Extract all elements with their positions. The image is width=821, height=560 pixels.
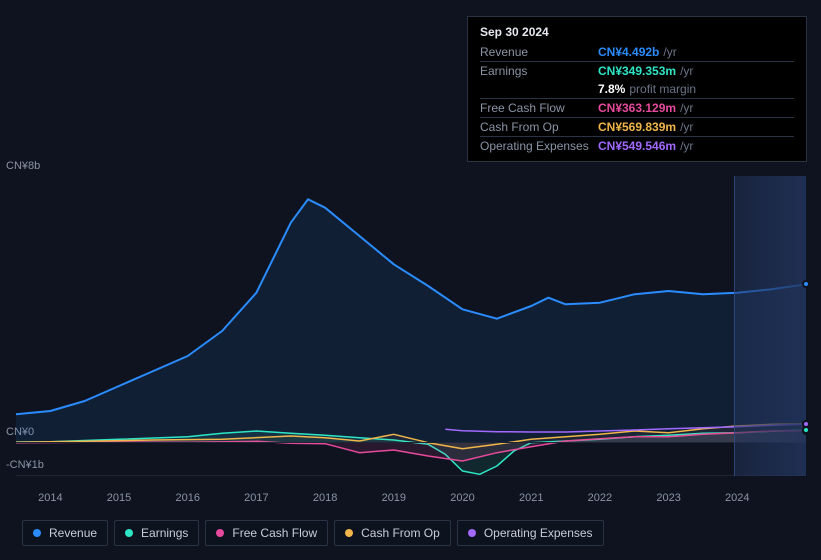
- tooltip-value: CN¥349.353m: [598, 64, 676, 78]
- x-tick-label: 2020: [450, 492, 474, 504]
- tooltip-row-margin: 7.8% profit margin: [480, 80, 794, 98]
- tooltip-date: Sep 30 2024: [480, 25, 794, 39]
- x-tick-label: 2017: [244, 492, 268, 504]
- tooltip-suffix: /yr: [680, 64, 693, 78]
- legend-label: Revenue: [49, 526, 97, 540]
- x-tick-label: 2014: [38, 492, 62, 504]
- earnings-end-marker: [802, 426, 810, 434]
- tooltip-row-revenue: RevenueCN¥4.492b/yr: [480, 43, 794, 61]
- tooltip-label: Operating Expenses: [480, 139, 598, 153]
- revenue-area: [16, 199, 806, 442]
- tooltip-label: Free Cash Flow: [480, 101, 598, 115]
- tooltip-value: CN¥363.129m: [598, 101, 676, 115]
- tooltip-row-cfo: Cash From OpCN¥569.839m/yr: [480, 117, 794, 136]
- legend-item-earnings[interactable]: Earnings: [114, 520, 199, 546]
- legend-dot-icon: [33, 529, 41, 537]
- legend-label: Free Cash Flow: [232, 526, 317, 540]
- tooltip-value: CN¥569.839m: [598, 120, 676, 134]
- zero-line: [16, 442, 806, 443]
- legend-dot-icon: [125, 529, 133, 537]
- x-tick-label: 2023: [656, 492, 680, 504]
- legend-item-opex[interactable]: Operating Expenses: [457, 520, 604, 546]
- x-tick-label: 2022: [588, 492, 612, 504]
- x-tick-label: 2019: [382, 492, 406, 504]
- tooltip-label: Revenue: [480, 45, 598, 59]
- legend-dot-icon: [468, 529, 476, 537]
- tooltip-suffix: /yr: [680, 120, 693, 134]
- legend-item-revenue[interactable]: Revenue: [22, 520, 108, 546]
- x-tick-label: 2016: [175, 492, 199, 504]
- legend-label: Cash From Op: [361, 526, 440, 540]
- tooltip-margin-label: profit margin: [629, 82, 696, 96]
- tooltip-label: Cash From Op: [480, 120, 598, 134]
- chart-legend: Revenue Earnings Free Cash Flow Cash From O…: [22, 520, 604, 546]
- tooltip-value: CN¥4.492b: [598, 45, 659, 59]
- series-svg: [16, 176, 806, 476]
- chart-tooltip: Sep 30 2024 RevenueCN¥4.492b/yrEarningsC…: [467, 16, 807, 162]
- tooltip-margin-pct: 7.8%: [598, 82, 625, 96]
- legend-dot-icon: [216, 529, 224, 537]
- legend-item-cfo[interactable]: Cash From Op: [334, 520, 451, 546]
- legend-label: Operating Expenses: [484, 526, 593, 540]
- legend-label: Earnings: [141, 526, 188, 540]
- x-tick-label: 2024: [725, 492, 749, 504]
- tooltip-label: Earnings: [480, 64, 598, 78]
- legend-dot-icon: [345, 529, 353, 537]
- tooltip-row-opex: Operating ExpensesCN¥549.546m/yr: [480, 136, 794, 155]
- tooltip-suffix: /yr: [663, 45, 676, 59]
- tooltip-suffix: /yr: [680, 139, 693, 153]
- x-tick-label: 2018: [313, 492, 337, 504]
- tooltip-row-earnings: EarningsCN¥349.353m/yr: [480, 61, 794, 80]
- financials-chart[interactable]: [16, 158, 806, 476]
- tooltip-row-fcf: Free Cash FlowCN¥363.129m/yr: [480, 98, 794, 117]
- tooltip-value: CN¥549.546m: [598, 139, 676, 153]
- legend-item-fcf[interactable]: Free Cash Flow: [205, 520, 328, 546]
- x-tick-label: 2015: [107, 492, 131, 504]
- revenue-end-marker: [802, 280, 810, 288]
- forecast-band: [734, 176, 806, 476]
- plot-area[interactable]: [16, 176, 806, 476]
- x-tick-label: 2021: [519, 492, 543, 504]
- neg1-line: [16, 475, 806, 476]
- tooltip-suffix: /yr: [680, 101, 693, 115]
